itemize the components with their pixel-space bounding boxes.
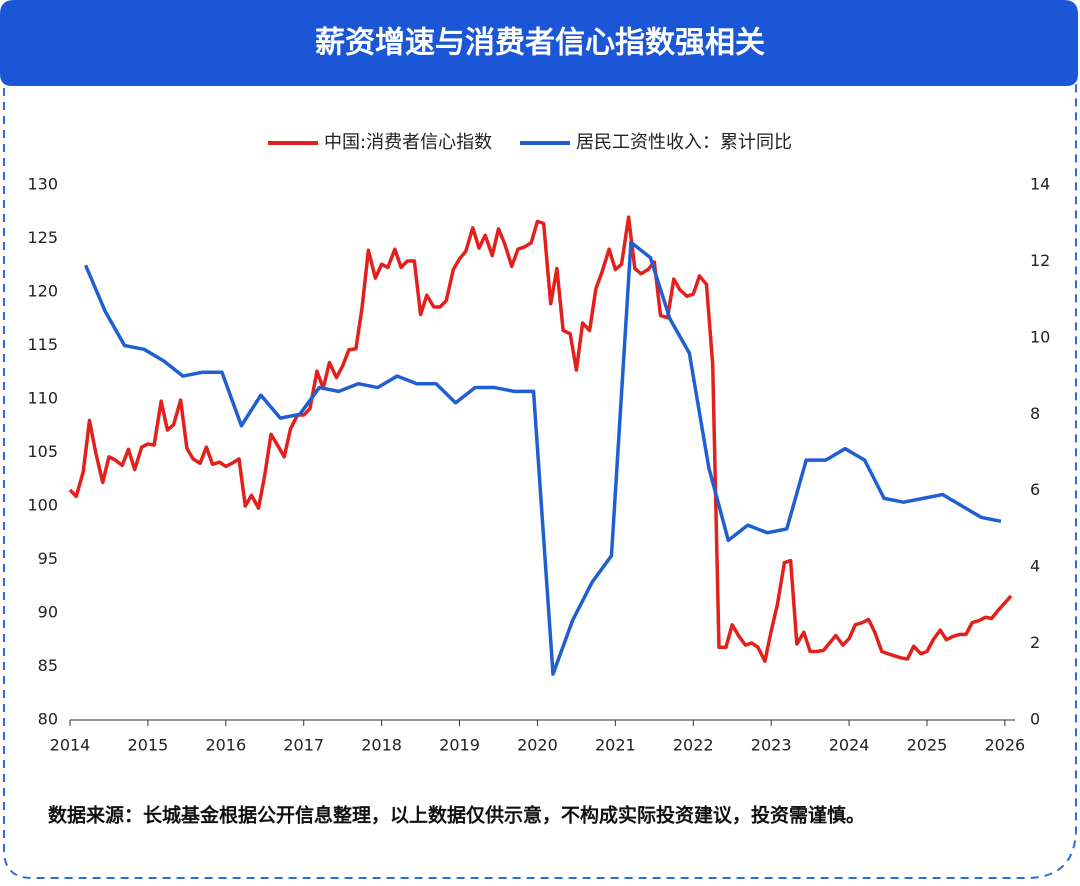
y-tick-label: 100: [27, 496, 58, 515]
x-tick-label: 2019: [439, 736, 480, 755]
y-tick-label: 90: [38, 603, 58, 622]
y-tick-label: 95: [38, 549, 58, 568]
y-tick-label: 80: [38, 710, 58, 729]
y2-tick-label: 14: [1030, 175, 1050, 194]
y2-tick-label: 2: [1030, 633, 1040, 652]
y-tick-label: 125: [27, 228, 58, 247]
y-tick-label: 130: [27, 175, 58, 194]
y-tick-label: 115: [27, 335, 58, 354]
x-tick-label: 2024: [829, 736, 870, 755]
x-tick-label: 2022: [673, 736, 714, 755]
y-tick-label: 85: [38, 656, 58, 675]
x-tick-label: 2018: [361, 736, 402, 755]
x-tick-label: 2017: [283, 736, 324, 755]
legend-label: 中国:消费者信心指数: [324, 132, 492, 153]
legend-label: 居民工资性收入：累计同比: [576, 132, 792, 153]
y2-tick-label: 12: [1030, 251, 1050, 270]
y2-tick-label: 10: [1030, 327, 1050, 346]
y-tick-label: 110: [27, 389, 58, 408]
source-note: 数据来源：长城基金根据公开信息整理，以上数据仅供示意，不构成实际投资建议，投资需…: [48, 804, 865, 827]
y2-tick-label: 6: [1030, 480, 1040, 499]
x-tick-label: 2025: [907, 736, 948, 755]
x-tick-label: 2021: [595, 736, 636, 755]
y2-tick-label: 8: [1030, 404, 1040, 423]
x-tick-label: 2015: [128, 736, 169, 755]
header: [0, 0, 1078, 86]
y-tick-label: 120: [27, 282, 58, 301]
x-tick-label: 2026: [985, 736, 1026, 755]
x-tick-label: 2023: [751, 736, 792, 755]
y2-tick-label: 4: [1030, 557, 1040, 576]
series-line: [68, 215, 1013, 663]
x-tick-label: 2014: [50, 736, 91, 755]
x-tick-label: 2020: [517, 736, 558, 755]
x-tick-label: 2016: [205, 736, 246, 755]
series-line: [83, 240, 1002, 676]
y-tick-label: 105: [27, 442, 58, 461]
y2-tick-label: 0: [1030, 710, 1040, 729]
chart-title: 薪资增速与消费者信心指数强相关: [315, 26, 765, 61]
frame: [3, 60, 1077, 879]
